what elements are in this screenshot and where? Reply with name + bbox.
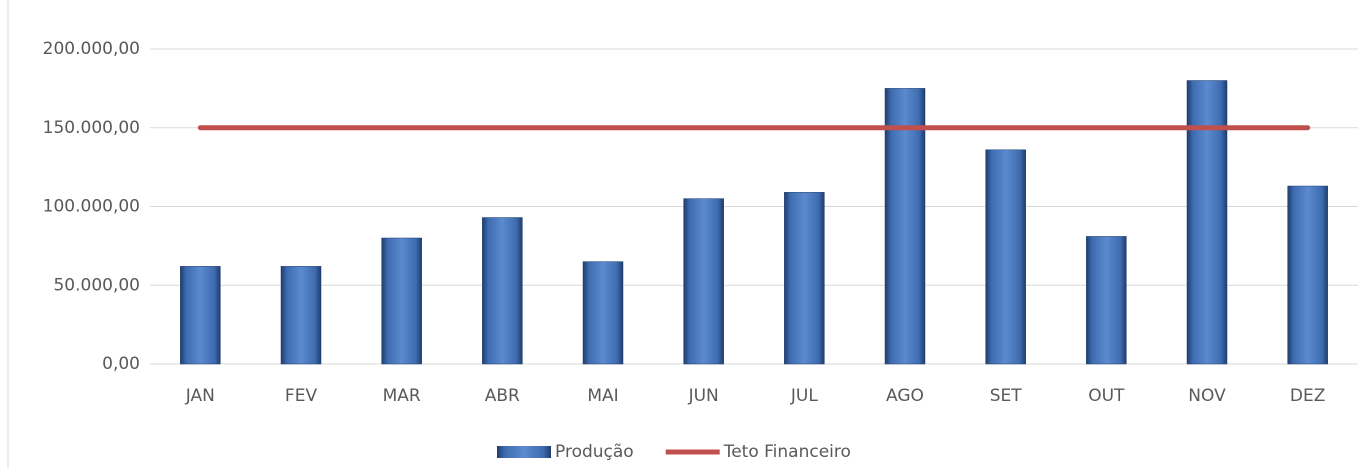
legend-label: Teto Financeiro [723, 442, 851, 462]
bar [1287, 185, 1328, 365]
y-tick-label: 0,00 [102, 354, 140, 374]
x-tick-label: DEZ [1290, 386, 1325, 406]
x-tick-label: NOV [1188, 386, 1226, 406]
y-tick-label: 150.000,00 [43, 118, 140, 138]
x-tick-label: FEV [285, 386, 318, 406]
y-tick-label: 200.000,00 [43, 39, 140, 59]
bar [683, 198, 724, 365]
bar [582, 261, 624, 365]
x-tick-label: JUN [688, 386, 719, 406]
x-tick-label: SET [990, 386, 1023, 406]
bar [381, 237, 422, 365]
bar [1186, 80, 1228, 365]
x-tick-label: MAI [587, 386, 618, 406]
bar [1086, 236, 1127, 365]
bar [180, 266, 221, 365]
bar [280, 266, 322, 365]
x-tick-label: ABR [485, 386, 520, 406]
bar [884, 88, 926, 365]
legend-label: Produção [555, 442, 634, 462]
y-tick-label: 100.000,00 [43, 197, 140, 217]
bar [784, 192, 825, 365]
x-tick-label: MAR [383, 386, 421, 406]
bar [985, 149, 1026, 365]
x-tick-label: JAN [185, 386, 215, 406]
bar [482, 217, 523, 365]
x-tick-label: AGO [886, 386, 924, 406]
legend-swatch [497, 446, 551, 458]
x-tick-label: JUL [790, 386, 818, 406]
y-tick-label: 50.000,00 [53, 275, 140, 295]
x-tick-label: OUT [1088, 386, 1125, 406]
